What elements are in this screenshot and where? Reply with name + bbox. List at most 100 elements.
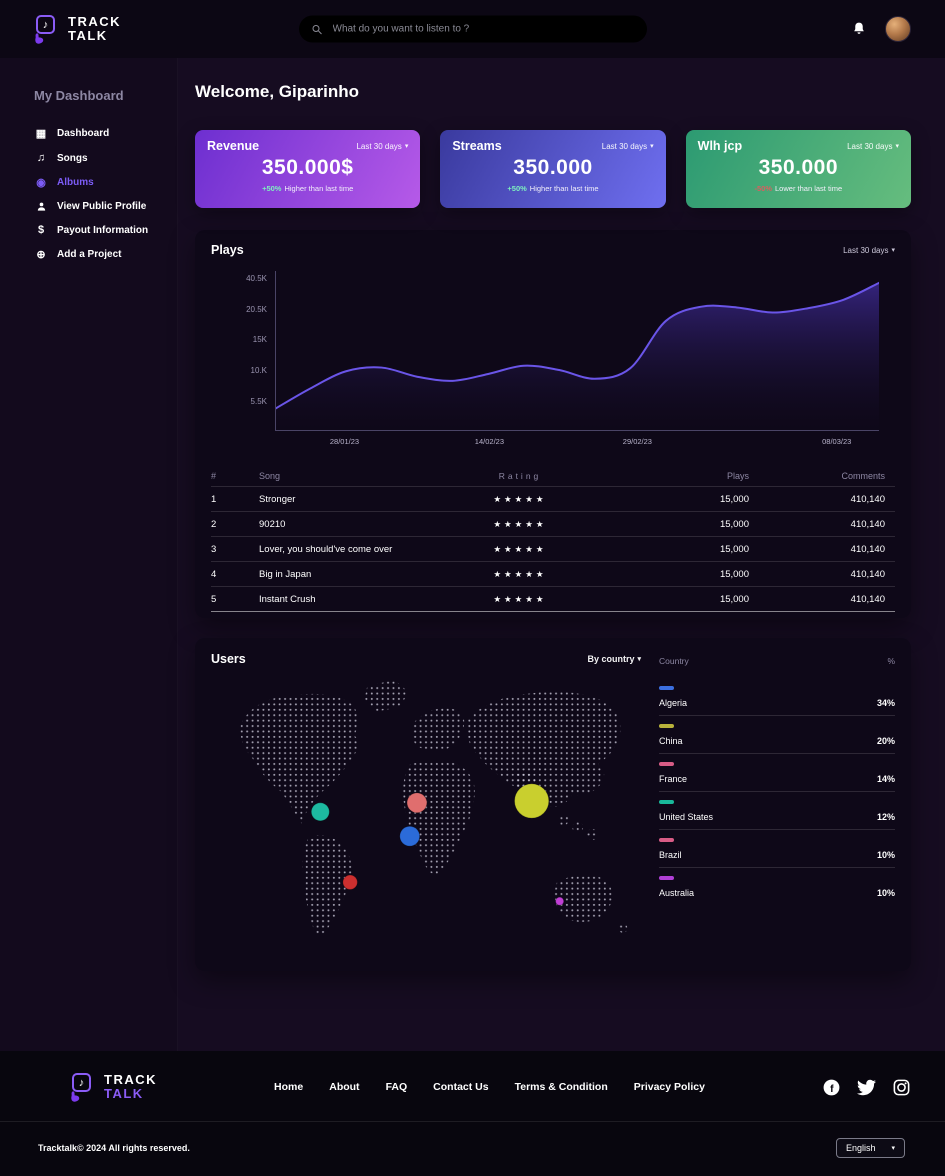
main-content: Welcome, Giparinho Revenue Last 30 days … [178,58,945,1051]
table-row: 5 Instant Crush ★★★★★ 15,000 410,140 [211,587,895,612]
rating-stars: ★★★★★ [493,493,547,504]
notifications-button[interactable] [851,21,867,37]
footer-nav-about[interactable]: About [329,1081,360,1093]
cell-song: Instant Crush [259,593,316,605]
delta-percent: +50% [262,184,282,193]
asia-bubble [514,783,550,819]
country-swatch [659,686,674,690]
sidebar-item-label: Songs [57,152,88,164]
chart-x-tick: 28/01/23 [329,437,360,446]
logo-mark: ♪ [34,15,60,44]
streams-period-dropdown[interactable]: Last 30 days ▾ [602,142,654,151]
logo-text-line1: TRACK [104,1072,157,1088]
chart-line [275,281,879,410]
stat-card-title: Streams [452,139,502,153]
plays-period-dropdown[interactable]: Last 30 days ▾ [843,246,895,255]
language-select[interactable]: English ▾ [835,1138,905,1158]
user-icon [34,201,48,212]
stat-delta: -50% Lower than last time [698,184,899,193]
col-header-num: # [211,470,217,481]
footer-nav-terms[interactable]: Terms & Condition [514,1081,608,1093]
revenue-card: Revenue Last 30 days ▾ 350.000$ +50% High… [195,130,421,208]
chart-x-tick: 14/02/23 [474,437,505,446]
footer-logo[interactable]: ♪ TRACK TALK [70,1073,157,1102]
country-name: China [659,736,683,746]
country-name: France [659,774,688,784]
cell-comments: 410,140 [850,568,885,580]
country-name: Australia [659,888,695,898]
footer-nav-home[interactable]: Home [274,1081,304,1093]
stat-delta: +50% Higher than last time [452,184,653,193]
stat-value: 350.000 [758,156,839,179]
twitter-button[interactable] [857,1078,876,1097]
country-swatch [659,876,674,880]
chevron-down-icon: ▾ [895,142,899,150]
rating-stars: ★★★★★ [493,593,547,604]
chevron-down-icon: ▾ [404,142,409,150]
logo[interactable]: ♪ TRACK TALK [34,15,121,44]
logo-text: TRACK TALK [68,15,121,42]
chart-x-tick: 29/02/23 [622,437,652,446]
col-header-comments: Comments [841,470,885,481]
south-america-bubble [342,874,358,890]
logo-text: TRACK TALK [104,1073,157,1100]
footer-nav: Home About FAQ Contact Us Terms & Condit… [274,1081,705,1093]
country-swatch [659,800,674,804]
cell-num: 3 [211,543,217,555]
chart-y-tick: 20.5K [246,305,267,314]
welcome-heading: Welcome, Giparinho [195,82,360,101]
cell-song: Stronger [259,493,296,505]
footer: ♪ TRACK TALK Home About FAQ Contact Us T… [0,1051,945,1176]
revenue-period-dropdown[interactable]: Last 30 days ▾ [356,142,408,151]
table-row: 1 Stronger ★★★★★ 15,000 410,140 [211,487,895,512]
pct-col-header: % [887,656,895,666]
facebook-button[interactable]: f [822,1078,841,1097]
instagram-button[interactable] [892,1078,911,1097]
country-row: Australia 10% [659,868,895,905]
col-header-rating: Rating [498,470,542,481]
footer-nav-contact-us[interactable]: Contact Us [433,1081,489,1093]
chevron-down-icon: ▾ [650,142,654,150]
twitter-icon [857,1079,876,1095]
sidebar-nav: ▦ Dashboard ♫ Songs ◉ Albums View Public… [34,127,177,261]
wlh-jcp-period-dropdown[interactable]: Last 30 days ▾ [847,142,899,151]
logo-text-line2: TALK [104,1086,144,1101]
footer-nav-privacy[interactable]: Privacy Policy [633,1081,705,1093]
country-pct: 10% [876,888,895,898]
delta-percent: -50% [754,184,773,193]
search-input[interactable] [330,22,635,36]
language-value: English [845,1143,876,1153]
period-label: Last 30 days [601,141,648,151]
chart-x-axis: 28/01/23 14/02/23 29/02/23 08/03/23 [275,437,879,449]
footer-nav-faq[interactable]: FAQ [385,1081,408,1093]
country-row: United States 12% [659,792,895,830]
stat-value: 350.000 [513,156,593,179]
north-america-bubble [310,802,330,822]
bell-icon [854,22,864,34]
central-africa-bubble [399,825,421,847]
sidebar-item-dashboard[interactable]: ▦ Dashboard [34,127,177,140]
table-row: 2 90210 ★★★★★ 15,000 410,140 [211,512,895,537]
instagram-icon [893,1079,910,1095]
user-avatar[interactable] [885,16,911,42]
sidebar-item-albums[interactable]: ◉ Albums [34,176,177,189]
plays-title: Plays [211,243,244,257]
users-card: Users By country ▾ [195,638,911,971]
table-header-row: # Song Rating Plays Comments [211,465,895,487]
sidebar-item-view-public-profile[interactable]: View Public Profile [34,201,177,212]
delta-note: Higher than last time [284,184,354,193]
world-map [240,679,628,935]
by-country-dropdown[interactable]: By country ▾ [587,654,641,664]
sidebar-item-songs[interactable]: ♫ Songs [34,152,177,164]
cell-comments: 410,140 [850,593,885,605]
sidebar-item-payout-information[interactable]: $ Payout Information [34,224,177,236]
cell-plays: 15,000 [719,568,749,580]
sidebar-item-add-a-project[interactable]: ⊕ Add a Project [34,248,177,261]
user-bubbles [310,783,565,906]
music-note-icon: ♫ [36,152,46,164]
cell-song: 90210 [259,518,286,530]
stat-card-title: Revenue [207,139,260,153]
search-bar[interactable] [298,15,647,43]
logo-text-line2: TALK [68,28,108,43]
